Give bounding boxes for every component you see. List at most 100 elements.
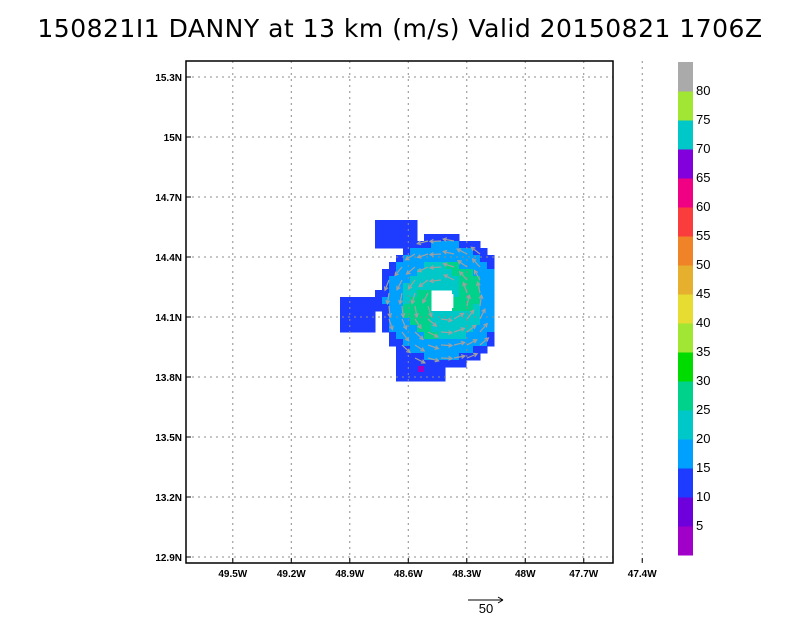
wind-vector — [472, 258, 481, 268]
wind-cell — [431, 311, 439, 319]
x-tick-label: 49.2W — [277, 569, 306, 580]
wind-vector-head — [428, 251, 434, 257]
wind-cell — [445, 311, 453, 319]
wind-cell — [487, 290, 495, 298]
y-tick-label: 14.4N — [155, 253, 182, 264]
wind-cell — [487, 269, 495, 277]
wind-cell — [410, 332, 418, 340]
wind-vector-head — [420, 359, 426, 364]
wind-vector-head — [418, 282, 424, 288]
wind-vector — [418, 279, 429, 287]
wind-vector-head — [416, 240, 422, 246]
wind-cell — [445, 255, 453, 263]
storm-eye — [433, 294, 454, 308]
wind-cell — [452, 311, 460, 319]
wind-vector-head — [483, 322, 488, 328]
x-tick-label: 48.6W — [394, 569, 423, 580]
wind-vector-head — [471, 258, 477, 263]
wind-cell — [431, 374, 439, 382]
wind-cell — [403, 276, 411, 284]
wind-cell — [410, 290, 418, 298]
wind-vector-head — [428, 278, 434, 284]
wind-cell — [417, 360, 425, 368]
wind-cell — [424, 248, 432, 256]
wind-cell — [445, 269, 453, 277]
wind-cell — [487, 283, 495, 291]
wind-cell — [375, 234, 383, 242]
wind-cell — [417, 276, 425, 284]
wind-vector — [401, 344, 411, 353]
wind-cell — [396, 332, 404, 340]
wind-cell — [480, 290, 488, 298]
wind-cell — [487, 304, 495, 312]
wind-cell — [431, 276, 439, 284]
wind-vector-head — [419, 335, 425, 341]
wind-cell — [480, 304, 488, 312]
colorbar-swatch — [678, 323, 693, 353]
wind-cell — [473, 339, 481, 347]
wind-cell — [424, 255, 432, 263]
wind-cell — [480, 297, 488, 305]
wind-cell — [473, 304, 481, 312]
wind-cell — [410, 227, 418, 235]
wind-cell — [410, 234, 418, 242]
wind-cell — [424, 360, 432, 368]
wind-vector — [443, 250, 455, 255]
wind-cell — [389, 339, 397, 347]
wind-cell — [347, 318, 355, 326]
wind-cell — [417, 339, 425, 347]
grid-lines — [186, 61, 643, 563]
wind-cell — [361, 325, 369, 333]
wind-vector — [422, 292, 429, 304]
wind-vector — [386, 292, 390, 304]
wind-vector-head — [420, 347, 426, 352]
wind-cell — [459, 297, 467, 305]
wind-vector — [479, 323, 488, 333]
wind-cell — [473, 325, 481, 333]
wind-cell — [410, 325, 418, 333]
wind-vector — [414, 344, 425, 352]
colorbar-swatch — [678, 178, 693, 208]
wind-cell — [396, 353, 404, 361]
wind-vector — [401, 305, 404, 317]
colorbar-label: 25 — [696, 402, 710, 417]
wind-cell — [368, 318, 376, 326]
wind-cell — [466, 318, 474, 326]
wind-cell — [431, 360, 439, 368]
wind-cell — [382, 241, 390, 249]
wind-cell — [396, 339, 404, 347]
wind-vector — [440, 331, 453, 334]
wind-cell — [410, 353, 418, 361]
colorbar-label: 30 — [696, 373, 710, 388]
wind-vector-head — [478, 293, 484, 300]
wind-cell — [389, 297, 397, 305]
wind-cell — [382, 318, 390, 326]
chart-title: 150821I1 DANNY at 13 km (m/s) Valid 2015… — [37, 14, 763, 43]
wind-vector — [477, 282, 481, 294]
wind-cell — [396, 220, 404, 228]
wind-cell — [389, 332, 397, 340]
wind-cell — [396, 283, 404, 291]
wind-cell — [438, 367, 446, 375]
wind-cell — [396, 367, 404, 375]
wind-cell — [396, 255, 404, 263]
wind-vector-head — [473, 352, 479, 358]
colorbar-label: 75 — [696, 112, 710, 127]
wind-vector-head — [416, 254, 422, 259]
wind-cell — [410, 248, 418, 256]
wind-vector — [417, 253, 429, 258]
wind-cell — [438, 276, 446, 284]
wind-vector-head — [442, 249, 448, 255]
wind-vector — [453, 312, 464, 320]
wind-cell — [368, 297, 376, 305]
wind-cell — [417, 332, 425, 340]
wind-cell — [375, 241, 383, 249]
wind-vector-head — [448, 330, 454, 336]
wind-cell — [445, 283, 453, 291]
wind-cell — [466, 304, 474, 312]
wind-cell — [459, 283, 467, 291]
wind-vector-head — [434, 345, 440, 350]
wind-cell — [431, 318, 439, 326]
wind-vector — [456, 248, 468, 255]
wind-cell — [466, 269, 474, 277]
